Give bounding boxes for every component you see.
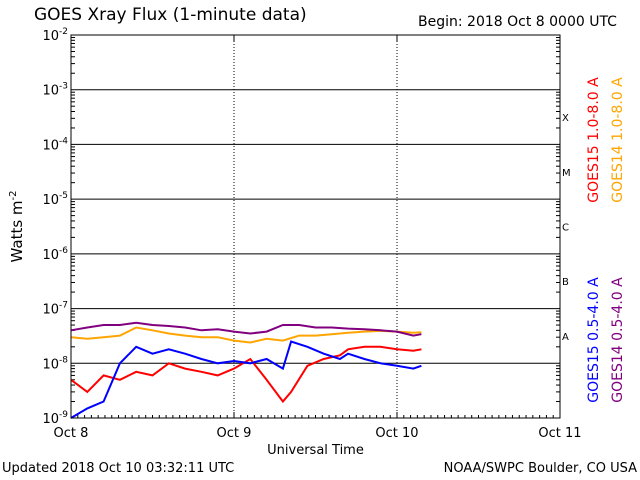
- legend-entry: GOES15 0.5-4.0 A: [586, 277, 602, 403]
- legend-entry: GOES15 1.0-8.0 A: [586, 77, 602, 203]
- y-tick-label: 10-8: [42, 355, 68, 372]
- flare-class-label: A: [562, 332, 569, 343]
- flare-class-label: B: [562, 277, 569, 288]
- y-tick-label: 10-9: [42, 410, 68, 427]
- series-line: [70, 326, 422, 344]
- chart-title: GOES Xray Flux (1-minute data): [34, 5, 307, 25]
- y-tick-label: 10-4: [42, 136, 68, 153]
- x-tick-label: Oct 11: [538, 426, 581, 441]
- y-tick-label: 10-5: [42, 191, 68, 208]
- y-tick-label: 10-3: [42, 82, 68, 99]
- series-line: [70, 321, 422, 337]
- flare-class-label: C: [562, 223, 569, 234]
- legend-entry: GOES14 0.5-4.0 A: [610, 277, 626, 403]
- y-tick-label: 10-7: [42, 301, 68, 318]
- y-tick-label: 10-2: [42, 27, 68, 44]
- x-tick-label: Oct 10: [375, 426, 418, 441]
- plot-frame: [70, 34, 561, 419]
- updated-timestamp: Updated 2018 Oct 10 03:32:11 UTC: [2, 461, 235, 476]
- y-tick-label: 10-6: [42, 246, 68, 263]
- y-axis-title: Watts m-2: [8, 190, 26, 262]
- flare-class-label: M: [562, 168, 571, 179]
- series-line: [70, 340, 422, 419]
- begin-time-label: Begin: 2018 Oct 8 0000 UTC: [418, 14, 617, 30]
- credit-label: NOAA/SWPC Boulder, CO USA: [443, 461, 637, 476]
- x-axis-title: Universal Time: [267, 443, 364, 458]
- flare-class-label: X: [562, 113, 569, 124]
- x-tick-label: Oct 8: [54, 426, 89, 441]
- x-tick-label: Oct 9: [217, 426, 252, 441]
- legend-entry: GOES14 1.0-8.0 A: [610, 77, 626, 203]
- series-line: [70, 345, 422, 404]
